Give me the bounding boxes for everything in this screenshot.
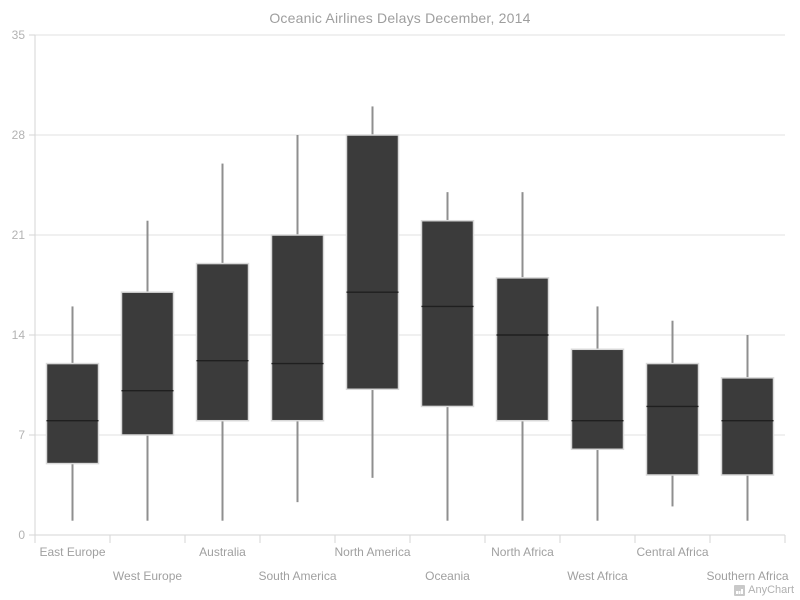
y-tick-label: 0 bbox=[18, 528, 25, 542]
x-tick-label: East Europe bbox=[39, 545, 105, 559]
box-rect[interactable] bbox=[420, 219, 475, 408]
y-tick-label: 28 bbox=[12, 128, 26, 142]
x-tick-label: Australia bbox=[199, 545, 246, 559]
x-tick-label: South America bbox=[258, 569, 336, 583]
box-rect[interactable] bbox=[720, 377, 775, 476]
box-rect[interactable] bbox=[570, 348, 625, 451]
y-tick-label: 14 bbox=[12, 328, 26, 342]
y-tick-label: 7 bbox=[18, 428, 25, 442]
x-tick-label: Southern Africa bbox=[706, 569, 788, 583]
x-tick-label: Central Africa bbox=[636, 545, 708, 559]
bar-chart-icon bbox=[734, 584, 746, 596]
box-rect[interactable] bbox=[195, 262, 250, 422]
chart-title: Oceanic Airlines Delays December, 2014 bbox=[269, 10, 531, 26]
box-rect[interactable] bbox=[495, 277, 550, 422]
x-tick-label: Oceania bbox=[425, 569, 470, 583]
box-rect[interactable] bbox=[645, 362, 700, 476]
anychart-watermark[interactable]: AnyChart bbox=[734, 584, 794, 596]
watermark-label: AnyChart bbox=[748, 584, 794, 596]
y-tick-label: 35 bbox=[12, 28, 26, 42]
box-rect[interactable] bbox=[45, 362, 100, 465]
y-tick-label: 21 bbox=[12, 228, 26, 242]
x-tick-label: West Europe bbox=[113, 569, 182, 583]
box-rect[interactable] bbox=[270, 234, 325, 422]
box-rect[interactable] bbox=[120, 291, 175, 436]
x-tick-label: West Africa bbox=[567, 569, 628, 583]
x-tick-label: North Africa bbox=[491, 545, 554, 559]
box-rect[interactable] bbox=[345, 134, 400, 391]
x-tick-label: North America bbox=[334, 545, 410, 559]
